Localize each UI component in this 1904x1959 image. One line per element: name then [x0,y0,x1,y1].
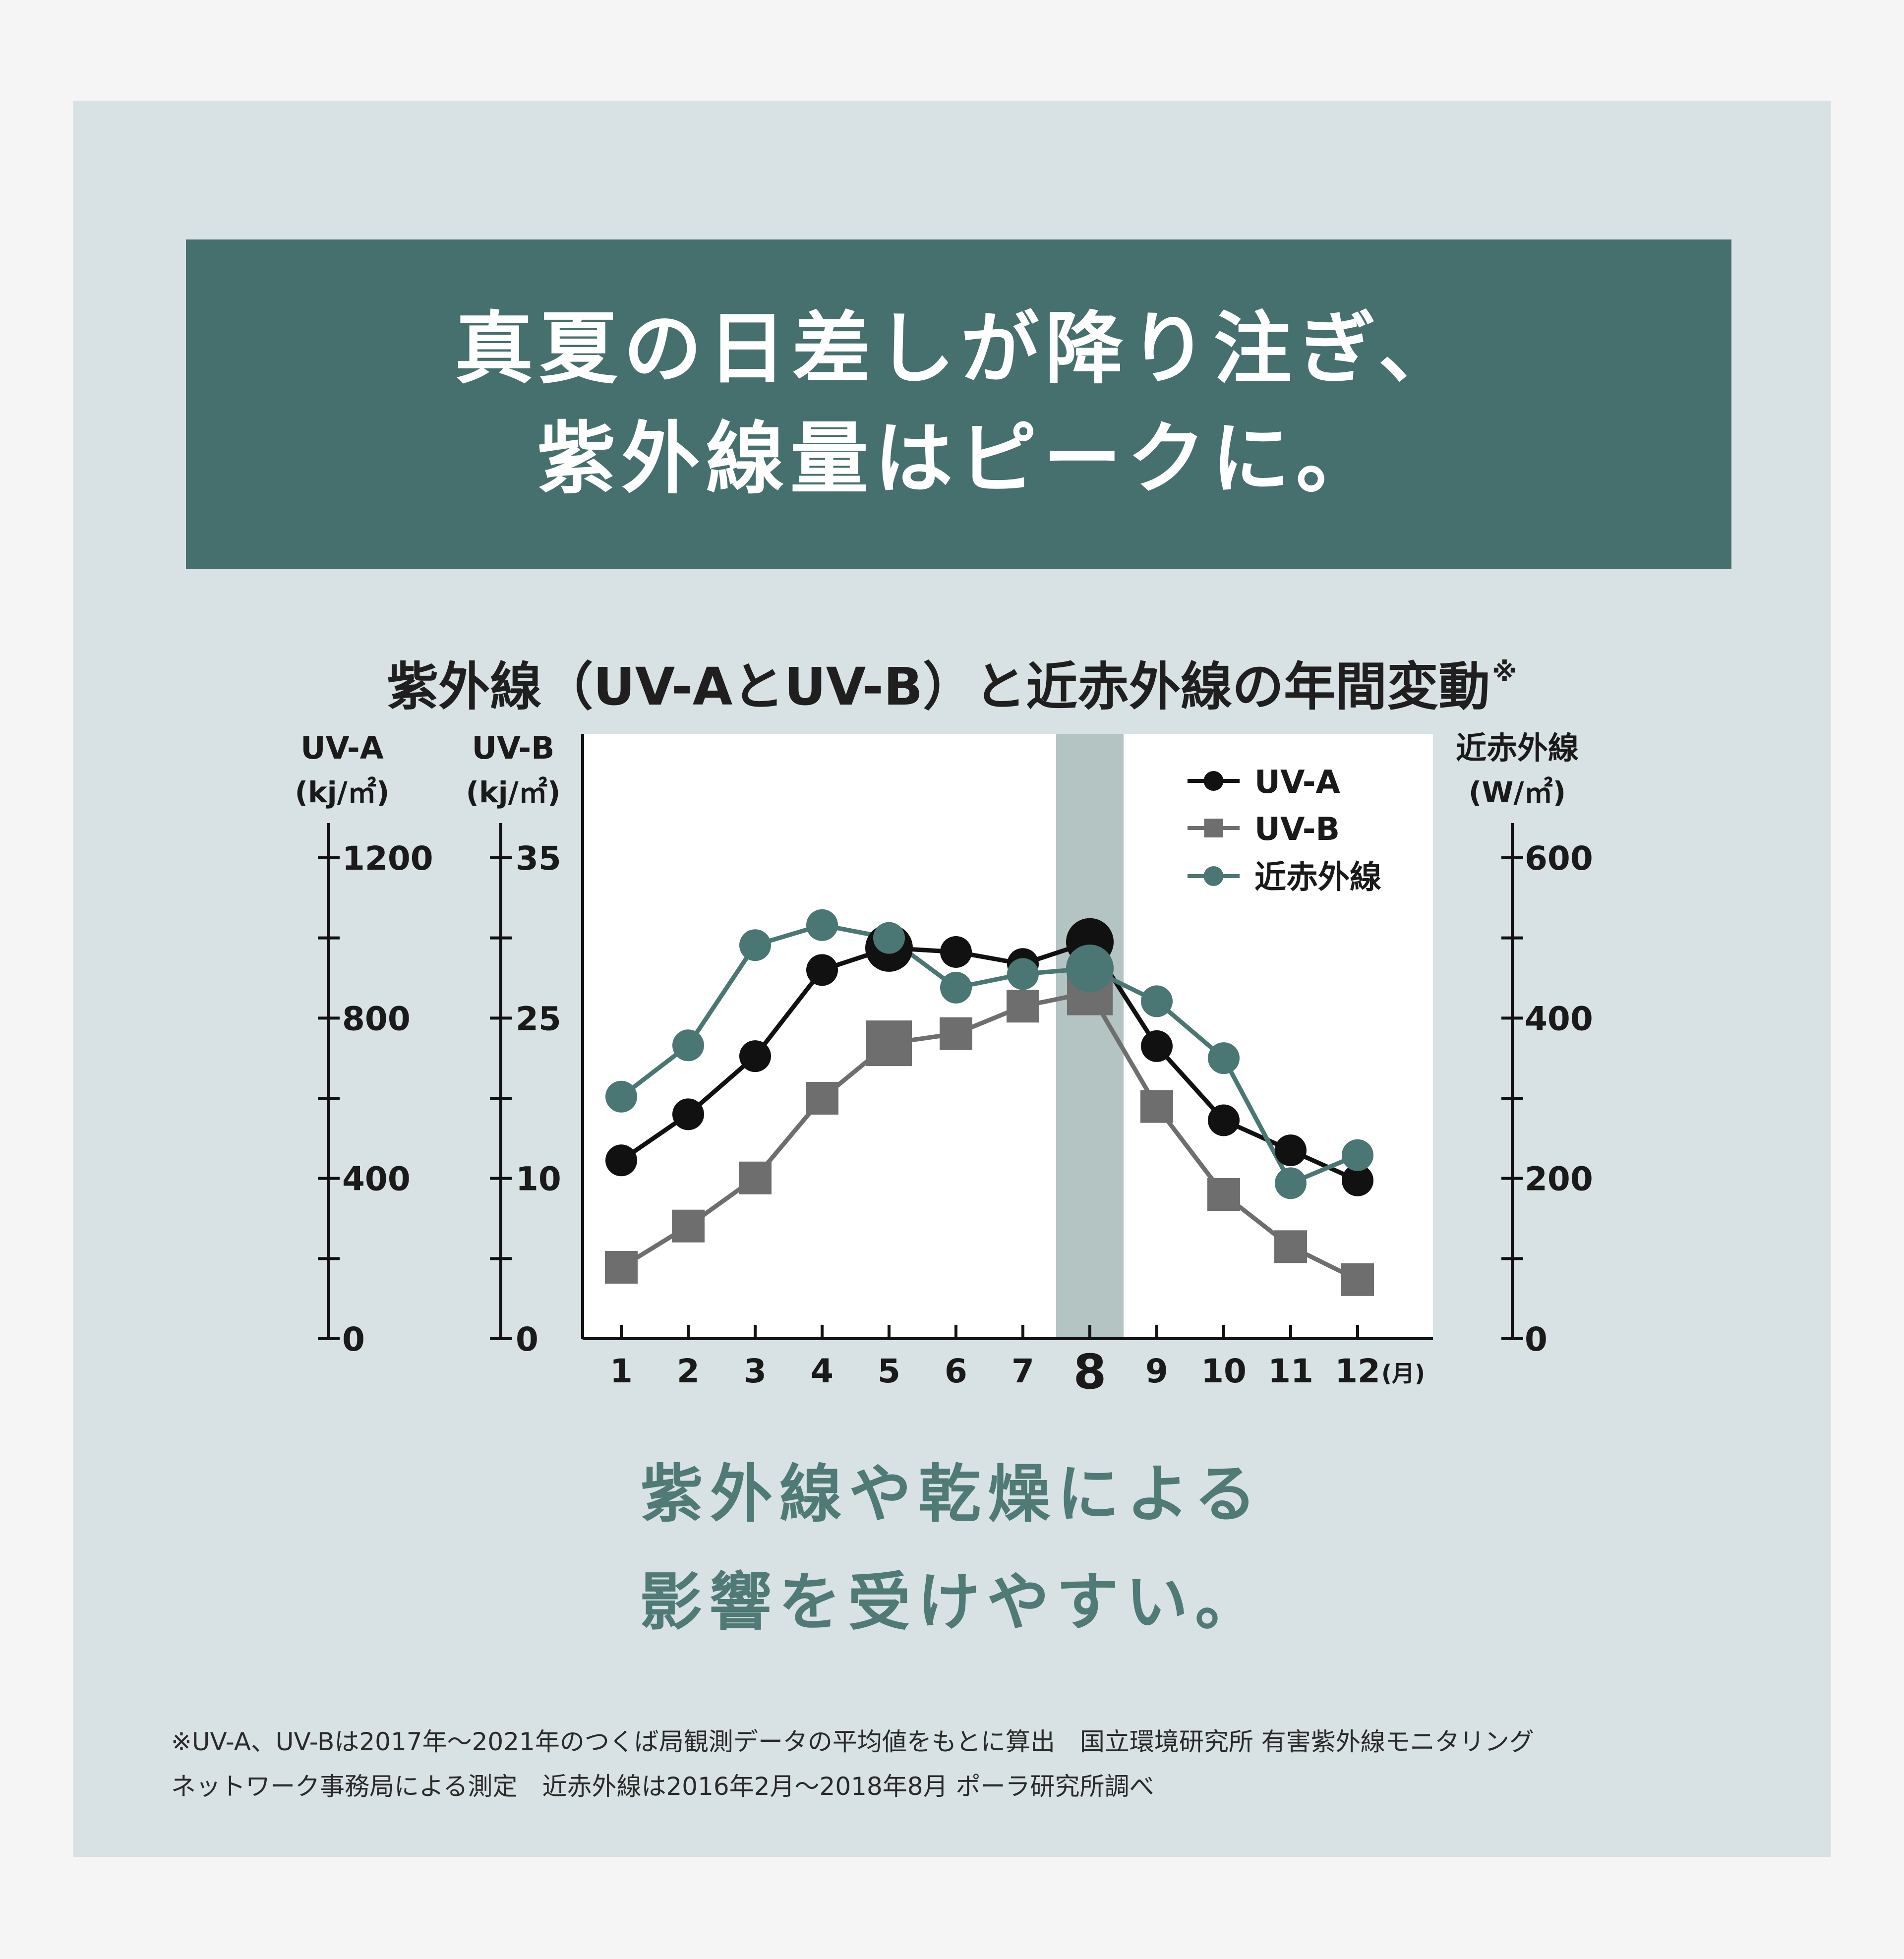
series-line-nir [620,923,1359,1186]
uvb-point [940,1017,972,1050]
headline-line-2: 紫外線量はピークに。 [537,413,1380,505]
uvb-point [1007,990,1039,1023]
nir-point [940,971,972,1004]
uva-point [739,1040,771,1072]
chart-title-text: 紫外線（UV-AとUV-B）と近赤外線の年間変動 [387,656,1490,717]
uva-point [1275,1134,1307,1167]
uva-axis-unit: (kj/㎡) [295,775,390,809]
legend-marker-uva [1203,771,1224,791]
uvb-tick-label: 35 [516,839,561,878]
nir-axis-unit: (W/㎡) [1469,775,1566,809]
footnote-line-2: ネットワーク事務局による測定 近赤外線は2016年2月〜2018年8月 ポーラ研… [171,1772,1154,1801]
nir-point [605,1080,637,1113]
nir-point [1007,958,1039,990]
subtitle-line-2: 影響を受けやすい。 [640,1566,1264,1639]
headline-line-1: 真夏の日差しが降り注ぎ、 [455,303,1463,395]
legend-label-uvb: UV-B [1254,811,1340,848]
x-tick-label: 8 [1073,1344,1107,1400]
uva-point [605,1144,637,1177]
uva-point [1342,1164,1373,1196]
x-tick-label: 5 [878,1352,900,1390]
uva-point [672,1098,704,1130]
uvb-point [739,1161,772,1194]
highlight-band [1056,734,1124,1339]
footnote: ※UV-A、UV-Bは2017年〜2021年のつくば局観測データの平均値をもとに… [171,1720,1758,1809]
uvb-point [1140,1090,1173,1123]
x-tick-label: 12 [1335,1352,1380,1390]
uva-tick-label: 400 [342,1160,411,1198]
uvb-point [1207,1178,1240,1211]
uvb-point [672,1209,705,1243]
uvb-tick-label: 0 [516,1320,538,1359]
uva-tick-label: 1200 [342,839,433,878]
legend-label-uva: UV-A [1254,764,1340,801]
x-tick-label: 9 [1145,1352,1168,1390]
subtitle-line-1: 紫外線や乾燥による [640,1458,1264,1531]
x-tick-label: 7 [1012,1352,1034,1390]
nir-tick-label: 200 [1525,1160,1593,1198]
footnote-line-1: ※UV-A、UV-Bは2017年〜2021年のつくば局観測データの平均値をもとに… [171,1727,1534,1756]
nir-point [1342,1139,1373,1171]
nir-tick-label: 0 [1525,1320,1547,1359]
nir-point [1275,1167,1307,1199]
nir-tick-label: 400 [1525,1000,1593,1038]
uva-tick-label: 0 [342,1320,365,1359]
uvb-tick-label: 25 [516,1000,561,1038]
chart: 1 2 3 4 5 6 7 8 9 10 11 12 (月)12008004000UV-A(kj/㎡)3… [295,730,1593,1400]
nir-point [672,1029,704,1062]
nir-point [1066,945,1114,993]
uva-point [806,954,838,986]
uva-point [1208,1104,1240,1136]
uvb-point [605,1250,638,1284]
x-tick-label: 4 [811,1352,833,1390]
nir-axis-title: 近赤外線 [1456,730,1579,766]
x-tick-label: 11 [1268,1352,1313,1390]
uvb-axis-unit: (kj/㎡) [466,775,561,809]
nir-point [1208,1042,1240,1074]
x-unit-label: (月) [1381,1360,1425,1387]
x-tick-label: 10 [1201,1352,1247,1390]
legend-label-nir: 近赤外線 [1254,859,1381,896]
legend-marker-nir [1203,866,1224,886]
chart-title: 紫外線（UV-AとUV-B）と近赤外線の年間変動※ [0,645,1904,719]
uvb-tick-label: 10 [516,1160,561,1198]
uva-point [940,936,972,968]
uva-tick-label: 800 [342,1000,411,1038]
chart-title-note-mark: ※ [1492,657,1517,687]
nir-point [806,909,838,941]
nir-point [1141,985,1173,1017]
x-tick-label: 3 [744,1352,767,1390]
nir-point [873,922,905,954]
x-tick-label: 6 [945,1352,967,1390]
uvb-point [1341,1263,1374,1296]
x-tick-label: 2 [677,1352,700,1390]
uvb-point [866,1020,912,1067]
uva-point [1141,1030,1173,1062]
legend-marker-uvb [1204,819,1223,837]
x-tick-label: 1 [610,1352,633,1390]
nir-point [739,929,771,961]
uvb-point [806,1082,838,1115]
uva-axis-title: UV-A [300,730,384,766]
subtitle: 紫外線や乾燥による 影響を受けやすい。 [0,1440,1904,1657]
uvb-point [1274,1230,1307,1263]
nir-tick-label: 600 [1525,839,1593,878]
headline-banner: 真夏の日差しが降り注ぎ、 紫外線量はピークに。 [186,239,1731,569]
uvb-axis-title: UV-B [472,730,555,766]
